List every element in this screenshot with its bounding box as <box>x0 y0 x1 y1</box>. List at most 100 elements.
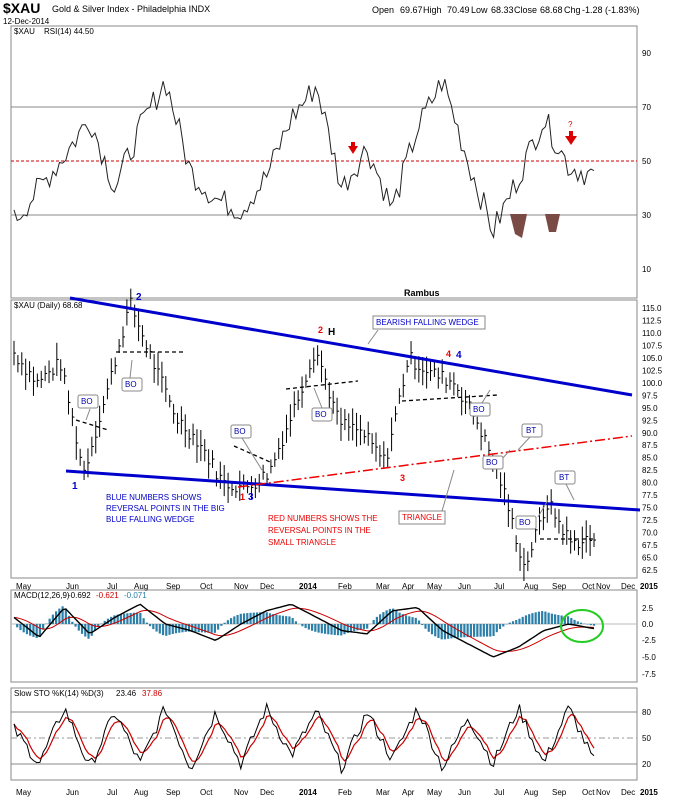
date-tick: May <box>427 582 442 591</box>
red-note-line2: REVERSAL POINTS IN THE <box>268 526 371 535</box>
price-tick: 87.5 <box>642 441 658 450</box>
sto-d-line <box>13 713 595 762</box>
date-tick: Apr <box>402 788 415 797</box>
macd-tick: 2.5 <box>642 604 654 613</box>
price-tick: 75.0 <box>642 504 658 513</box>
bo-label: BO <box>81 397 93 406</box>
date-tick: Nov <box>596 582 610 591</box>
chg-value: -1.28 (-1.83%) <box>582 5 640 15</box>
date-tick: Oct <box>200 788 213 797</box>
sto-panel: Slow STO %K(14) %D(3) 23.46 37.86 80 50 … <box>11 689 651 775</box>
bo-label: BO <box>125 380 137 389</box>
date-tick: Dec <box>621 788 635 797</box>
triangle-label: TRIANGLE <box>402 513 442 522</box>
price-tick: 97.5 <box>642 391 658 400</box>
close-value: 68.68 <box>540 5 563 15</box>
low-label: Low <box>471 5 488 15</box>
bo-box <box>230 424 252 439</box>
callout-pointer <box>367 329 379 345</box>
date-tick: Dec <box>621 582 635 591</box>
open-label: Open <box>372 5 394 15</box>
price-tick: 100.0 <box>642 379 663 388</box>
macd-signal-line <box>13 607 595 652</box>
price-tick: 90.0 <box>642 429 658 438</box>
date-tick: May <box>427 788 442 797</box>
date-tick: 2015 <box>640 582 658 591</box>
price-tick: 72.5 <box>642 516 658 525</box>
date-tick: Jul <box>494 582 504 591</box>
sto-y-axis: 80 50 20 <box>642 708 651 769</box>
price-tick: 62.5 <box>642 566 658 575</box>
red-number-1: 1 <box>240 492 245 502</box>
date-tick: Jul <box>107 788 117 797</box>
date-tick: Dec <box>260 788 274 797</box>
red-number-4: 4 <box>446 349 451 359</box>
date-tick: Oct <box>582 788 595 797</box>
rsi-tick: 10 <box>642 265 651 274</box>
bo-label: BO <box>486 458 498 467</box>
rsi-y-axis: 90 70 50 30 10 <box>642 49 651 274</box>
date-tick: Nov <box>234 582 248 591</box>
callout-pointer <box>537 499 549 518</box>
bt-box <box>521 423 543 438</box>
sto-tick: 80 <box>642 708 651 717</box>
bo-box <box>311 407 333 422</box>
high-value: 70.49 <box>447 5 470 15</box>
price-tick: 102.5 <box>642 366 663 375</box>
blue-number-4: 4 <box>456 350 462 361</box>
macd-y-axis: 2.5 0.0 -2.5 -5.0 -7.5 <box>642 604 656 679</box>
macd-tick: -5.0 <box>642 653 656 662</box>
blue-number-2: 2 <box>136 292 142 303</box>
date-tick: May <box>16 788 31 797</box>
neckline <box>75 419 109 431</box>
rsi-tick: 50 <box>642 157 651 166</box>
rambus-watermark: Rambus <box>404 288 440 298</box>
date-tick: Nov <box>596 788 610 797</box>
price-tick: 85.0 <box>642 454 658 463</box>
bo-label: BO <box>473 405 485 414</box>
date-tick: Mar <box>376 582 390 591</box>
price-tick: 77.5 <box>642 491 658 500</box>
red-number-2: 2 <box>318 325 323 335</box>
bearish-wedge-label: BEARISH FALLING WEDGE <box>376 318 479 327</box>
macd-line <box>13 603 595 658</box>
date-tick: Jun <box>66 788 79 797</box>
head-label: H <box>328 327 335 338</box>
triangle-support-line <box>237 435 633 488</box>
sto-k-line <box>13 701 595 775</box>
price-tick: 92.5 <box>642 416 658 425</box>
date-tick: Mar <box>376 788 390 797</box>
sto-panel-frame <box>10 687 638 781</box>
red-note-line1: RED NUMBERS SHOWS THE <box>268 514 378 523</box>
callouts: BO BO BO BO BO BT BO BO BT <box>77 359 576 530</box>
callout-pointer <box>565 483 575 501</box>
question-mark: ? <box>568 120 573 129</box>
bo-label: BO <box>519 518 531 527</box>
callout-pointer <box>313 387 323 409</box>
date-tick: Aug <box>524 582 538 591</box>
price-panel: $XAU (Daily) 68.68 115.0112.5110.0107.51… <box>13 288 663 582</box>
macd-panel: MACD(12,26,9) -0.692 -0.621 -0.071 2.5 0… <box>11 591 656 679</box>
red-arrow-icon <box>565 136 577 145</box>
date-tick: May <box>16 582 31 591</box>
date-tick: Jul <box>494 788 504 797</box>
callout-pointer <box>481 389 491 404</box>
date-tick: Dec <box>260 582 274 591</box>
date-tick: 2015 <box>640 788 658 797</box>
macd-hist-value: -0.071 <box>124 591 147 600</box>
bearish-wedge-box <box>372 315 486 330</box>
macd-name: MACD(12,26,9) <box>14 591 70 600</box>
price-panel-frame <box>10 299 638 579</box>
macd-tick: 0.0 <box>642 620 654 629</box>
price-y-axis: 115.0 112.5 110.0 107.5 105.0 102.5 100.0 97.5 9… <box>642 304 663 575</box>
date-tick: Sep <box>166 582 181 591</box>
neckline <box>401 394 499 402</box>
sto-d-value: 37.86 <box>142 689 163 698</box>
price-tick: 105.0 <box>642 354 663 363</box>
bo-box <box>482 455 504 470</box>
rsi-panel: $XAU RSI(14) 44.50 90 70 50 30 10 ? Ramb… <box>11 27 651 298</box>
date-tick: 2014 <box>299 582 317 591</box>
rsi-tick: 30 <box>642 211 651 220</box>
callout-pointer <box>517 436 531 451</box>
